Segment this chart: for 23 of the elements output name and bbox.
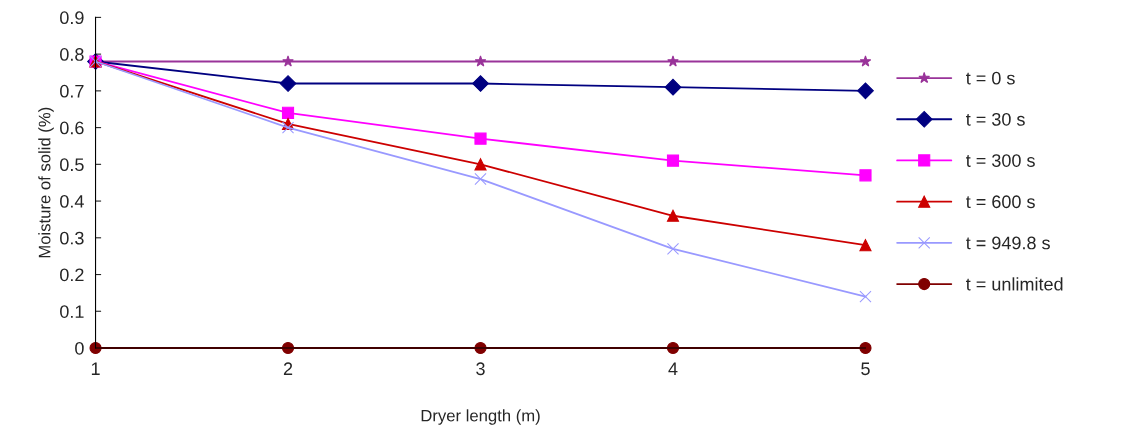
x-tick-label: 1 [91, 362, 100, 375]
y-tick-label: 0.9 [60, 11, 84, 25]
y-tick-label: 0.3 [60, 231, 84, 245]
x-axis-title: Dryer length (m) [421, 409, 540, 425]
x-tick-label: 5 [861, 362, 870, 376]
legend-label: t = 600 s [966, 195, 1035, 209]
legend-label: t = unlimited [966, 277, 1063, 291]
y-tick-label: 0.6 [60, 121, 84, 135]
legend-label: t = 0 s [966, 71, 1015, 85]
x-tick-label: 4 [668, 362, 678, 375]
y-tick-label: 0.7 [60, 84, 84, 98]
y-tick-label: 0.2 [60, 268, 84, 282]
y-tick-label: 0 [75, 341, 84, 355]
legend-label: t = 300 s [966, 154, 1035, 167]
y-tick-label: 0.4 [60, 195, 84, 208]
x-tick-label: 2 [283, 362, 293, 375]
y-tick-label: 0.5 [60, 158, 84, 172]
x-tick-label: 3 [476, 362, 485, 376]
y-tick-label: 0.8 [60, 48, 84, 61]
legend-label: t = 30 s [966, 112, 1025, 126]
y-axis-title: Moisture of solid (%) [38, 107, 54, 258]
y-tick-label: 0.1 [60, 305, 84, 318]
legend-label: t = 949.8 s [966, 236, 1050, 250]
